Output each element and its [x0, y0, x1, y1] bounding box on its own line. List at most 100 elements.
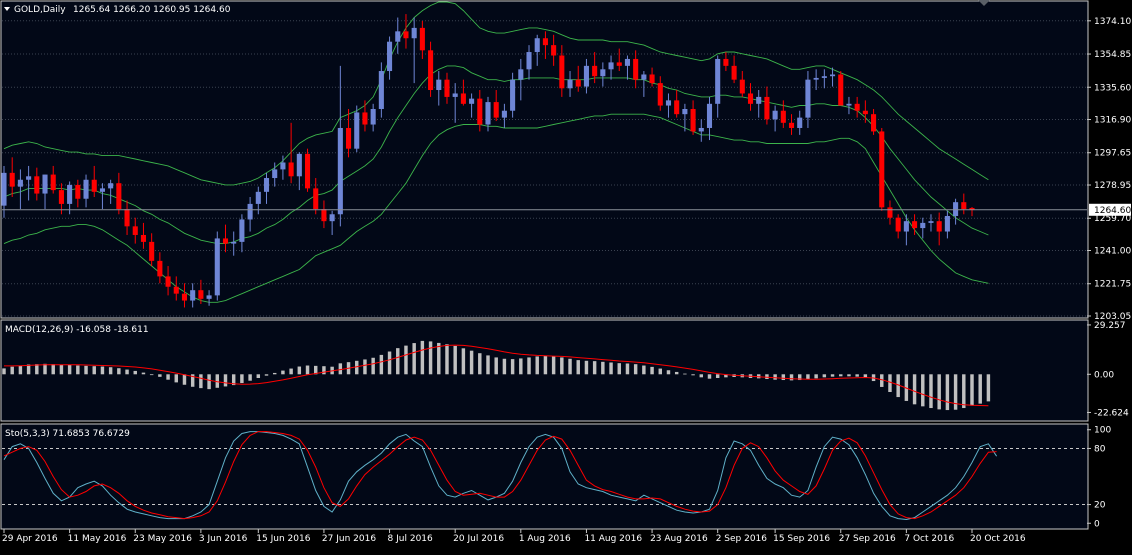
candle-body [583, 65, 589, 87]
macd-bar [453, 345, 457, 375]
time-tick-label: 3 Jun 2016 [199, 534, 248, 544]
symbol-name: GOLD,Daily [14, 5, 66, 15]
macd-bar [855, 374, 859, 377]
candle-body [706, 103, 713, 128]
macd-bar [535, 356, 539, 375]
candle-body [173, 286, 179, 294]
time-tick-label: 20 Oct 2016 [970, 534, 1026, 544]
time-tick-label: 15 Sep 2016 [773, 534, 830, 544]
candle-body [739, 79, 745, 94]
candle-body [920, 222, 926, 229]
stochastic-panel[interactable]: 100 80 20 0 Sto(5,3,3) 71.6853 76.6729 [0, 423, 1111, 530]
macd-bar [707, 374, 712, 379]
candle-body [534, 38, 540, 53]
candlesticks [1, 14, 975, 308]
macd-bar [76, 365, 80, 375]
macd-bar [888, 374, 892, 393]
macd-tick-label: 29.257 [1094, 321, 1126, 331]
macd-bar [699, 374, 704, 378]
price-tick-label: 1241.00 [1094, 247, 1131, 257]
candle-body [780, 110, 786, 123]
macd-bar [289, 368, 293, 375]
price-tick-label: 1335.60 [1094, 83, 1131, 93]
candle-body [469, 98, 475, 104]
candle-body [444, 79, 450, 97]
candle-body [797, 117, 803, 128]
macd-bar [478, 353, 482, 375]
macd-bar [338, 363, 343, 375]
candle-body [477, 98, 483, 125]
scroll-marker-icon[interactable] [978, 0, 990, 6]
candle-body [526, 52, 532, 70]
time-tick-label: 29 Apr 2016 [2, 534, 58, 544]
macd-bar [363, 359, 367, 375]
stochastic-tick-label: 20 [1094, 501, 1106, 511]
macd-bar [84, 365, 88, 375]
time-tick-label: 1 Aug 2016 [519, 534, 571, 544]
macd-bar [256, 374, 261, 379]
macd-bar [880, 374, 884, 387]
candle-body [944, 215, 950, 232]
macd-bar [798, 374, 802, 381]
candle-body [592, 65, 598, 77]
macd-bar [355, 360, 359, 375]
symbol-header[interactable]: GOLD,Daily 1265.64 1266.20 1260.95 1264.… [4, 5, 231, 15]
candle-body [403, 31, 409, 39]
candle-body [75, 184, 81, 199]
bollinger-upper-band [3, 1, 989, 186]
macd-bar [666, 370, 671, 375]
macd-bar [814, 374, 818, 379]
macd-bar [912, 374, 917, 405]
macd-bar [609, 362, 613, 375]
macd-bar [953, 374, 958, 410]
candle-body [862, 110, 868, 115]
candle-body [329, 214, 335, 222]
macd-tick-label: -22.624 [1094, 408, 1129, 418]
time-tick-label: 20 Jul 2016 [453, 534, 504, 544]
price-tick-label: 1354.85 [1094, 50, 1131, 60]
macd-bar [773, 374, 777, 380]
macd-bar [43, 363, 47, 375]
candle-body [181, 293, 188, 301]
price-panel[interactable]: 1374.10 1354.85 1335.60 1316.90 1297.65 1278.… [0, 0, 1131, 322]
candle-body [575, 79, 581, 87]
candle-body [510, 79, 516, 111]
macd-bar [822, 374, 827, 378]
candle-body [608, 62, 614, 70]
macd-bar [149, 374, 154, 376]
macd-bar [543, 356, 548, 375]
time-tick-label: 23 Aug 2016 [650, 534, 708, 544]
macd-bar [10, 366, 14, 375]
macd-bar [806, 374, 810, 380]
candle-body [190, 290, 196, 301]
candle-body [871, 114, 877, 132]
candle-body [846, 103, 852, 106]
macd-bar [469, 350, 474, 375]
candle-body [50, 174, 56, 191]
candle-body [206, 295, 212, 299]
macd-bar [35, 364, 39, 375]
collapse-triangle-icon[interactable] [4, 7, 10, 11]
candle-body [674, 100, 680, 115]
macd-bar [625, 363, 630, 375]
candle-body [690, 108, 696, 132]
stochastic-tick-label: 0 [1094, 519, 1100, 529]
candle-body [953, 202, 959, 216]
macd-bar [199, 374, 203, 389]
candle-body [518, 69, 524, 80]
candle-body [222, 238, 229, 244]
macd-bar [166, 374, 170, 380]
candle-body [501, 110, 507, 118]
candle-body [723, 58, 729, 66]
macd-bar [371, 357, 375, 375]
macd-panel[interactable]: 29.257 0.00 -22.624 MACD(12,26,9) -16.058 … [0, 319, 1129, 422]
macd-bar [215, 374, 220, 388]
macd-bar [617, 363, 621, 375]
macd-bar [26, 364, 31, 375]
candle-body [263, 178, 270, 192]
candle-body [272, 169, 278, 179]
time-tick-label: 11 May 2016 [68, 534, 127, 544]
macd-bar [863, 374, 868, 378]
